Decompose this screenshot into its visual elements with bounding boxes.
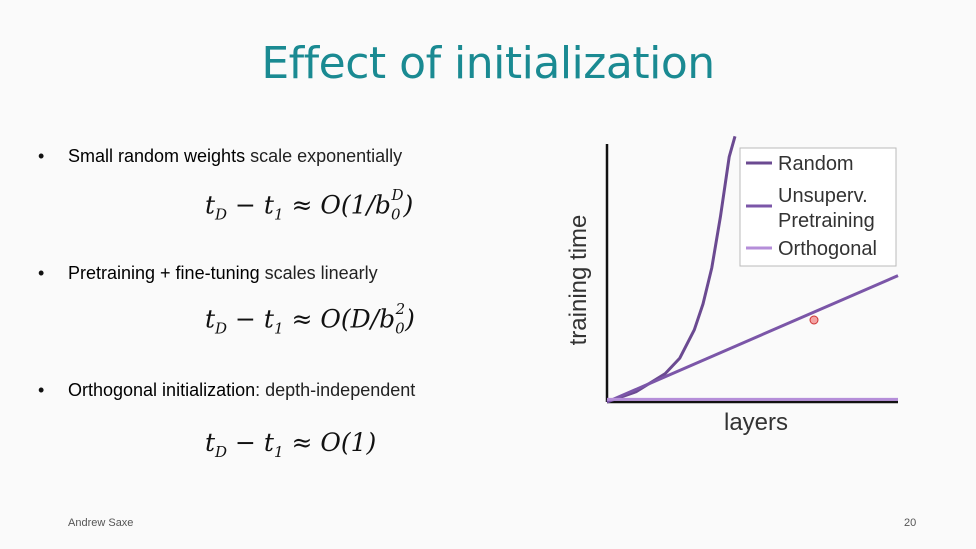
- eq-term: ≈ O(1/b: [283, 190, 391, 220]
- eq-term: ): [403, 190, 414, 220]
- eq-sub: 1: [273, 205, 284, 224]
- bullet-pretraining: • Pretraining + fine-tuning scales linear…: [38, 263, 378, 284]
- equation-exponential: tD − t1 ≈ O(1/b0D): [205, 186, 414, 224]
- eq-sup: 2: [395, 300, 406, 318]
- eq-sub: D: [215, 319, 228, 338]
- legend-label: Orthogonal: [778, 238, 877, 260]
- equation-linear: tD − t1 ≈ O(D/b02): [205, 300, 415, 338]
- legend-label: Unsuperv.: [778, 185, 868, 207]
- eq-sub: 1: [273, 319, 284, 338]
- bullet-bold-text: Pretraining + fine-tuning: [68, 263, 260, 283]
- eq-sub: D: [215, 443, 228, 461]
- eq-term: t: [205, 304, 216, 334]
- eq-term: ≈ O(D/b: [283, 304, 396, 334]
- bullet-text: scales linearly: [259, 263, 378, 283]
- bullet-text: : depth-independent: [255, 380, 416, 400]
- legend-label: Random: [778, 153, 854, 175]
- eq-term: ≈ O(1): [283, 428, 377, 457]
- cursor-marker: [809, 315, 819, 325]
- page-number: 20: [904, 517, 917, 529]
- bullet-marker: •: [38, 380, 45, 400]
- bullet-text: scale exponentially: [245, 146, 403, 166]
- bullet-bold-text: Orthogonal initialization: [68, 380, 256, 400]
- x-axis-label: layers: [724, 409, 788, 436]
- eq-term: t: [205, 428, 216, 457]
- bullet-marker: •: [38, 263, 45, 283]
- y-axis-label: training time: [565, 215, 592, 346]
- series-line-unsuperv-pretraining: [606, 274, 899, 404]
- training-time-chart: training time layers Random Unsuperv. Pret…: [565, 135, 899, 436]
- bullet-orthogonal: • Orthogonal initialization: depth-indepe…: [38, 380, 415, 401]
- slide-title: Effect of initialization: [261, 38, 715, 89]
- equation-constant: tD − t1 ≈ O(1): [205, 428, 376, 461]
- eq-term: − t: [227, 428, 274, 457]
- eq-sup: D: [391, 186, 404, 204]
- bullet-marker: •: [38, 146, 45, 166]
- footer-author: Andrew Saxe: [68, 517, 134, 529]
- legend-label: Pretraining: [778, 210, 875, 232]
- bullet-bold-text: Small random weights: [68, 146, 246, 166]
- eq-sub: 1: [273, 443, 284, 461]
- legend: Random Unsuperv. Pretraining Orthogonal: [739, 147, 897, 267]
- series-line-random: [606, 135, 737, 404]
- series-layer: [606, 135, 899, 404]
- eq-sub: D: [215, 205, 228, 224]
- bullet-small-random-weights: • Small random weights scale exponentiall…: [38, 146, 402, 167]
- eq-term: ): [405, 304, 415, 334]
- eq-term: t: [205, 190, 216, 220]
- eq-term: − t: [227, 190, 274, 220]
- eq-sub: 0: [390, 205, 401, 224]
- eq-sub: 0: [395, 319, 405, 338]
- eq-term: − t: [227, 304, 274, 334]
